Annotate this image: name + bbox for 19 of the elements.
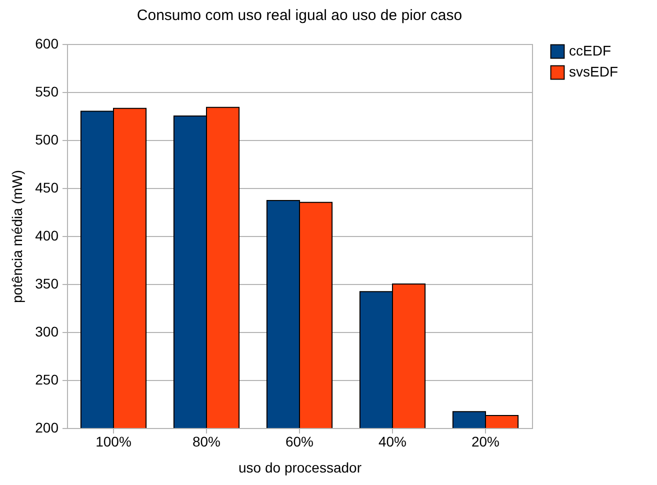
chart-title: Consumo com uso real igual ao uso de pior caso <box>136 7 462 24</box>
x-tick-label: 80% <box>192 434 221 450</box>
y-tick-label: 550 <box>35 84 59 100</box>
y-tick-label: 350 <box>35 276 59 292</box>
y-tick-label: 200 <box>35 420 59 436</box>
legend-label: ccEDF <box>569 42 611 58</box>
y-tick-label: 250 <box>35 372 59 388</box>
x-tick-label: 60% <box>285 434 314 450</box>
x-tick-label: 100% <box>96 434 132 450</box>
x-tick-label: 40% <box>378 434 407 450</box>
y-axis-title: potência média (mW) <box>9 170 26 304</box>
y-tick-label: 500 <box>35 132 59 148</box>
y-tick-label: 450 <box>35 180 59 196</box>
x-tick-label: 20% <box>471 434 500 450</box>
y-tick-label: 300 <box>35 324 59 340</box>
x-axis-title: uso do processador <box>238 460 362 476</box>
legend-label: svsEDF <box>569 64 618 80</box>
y-tick-label: 400 <box>35 228 59 244</box>
y-tick-label: 600 <box>35 36 59 52</box>
